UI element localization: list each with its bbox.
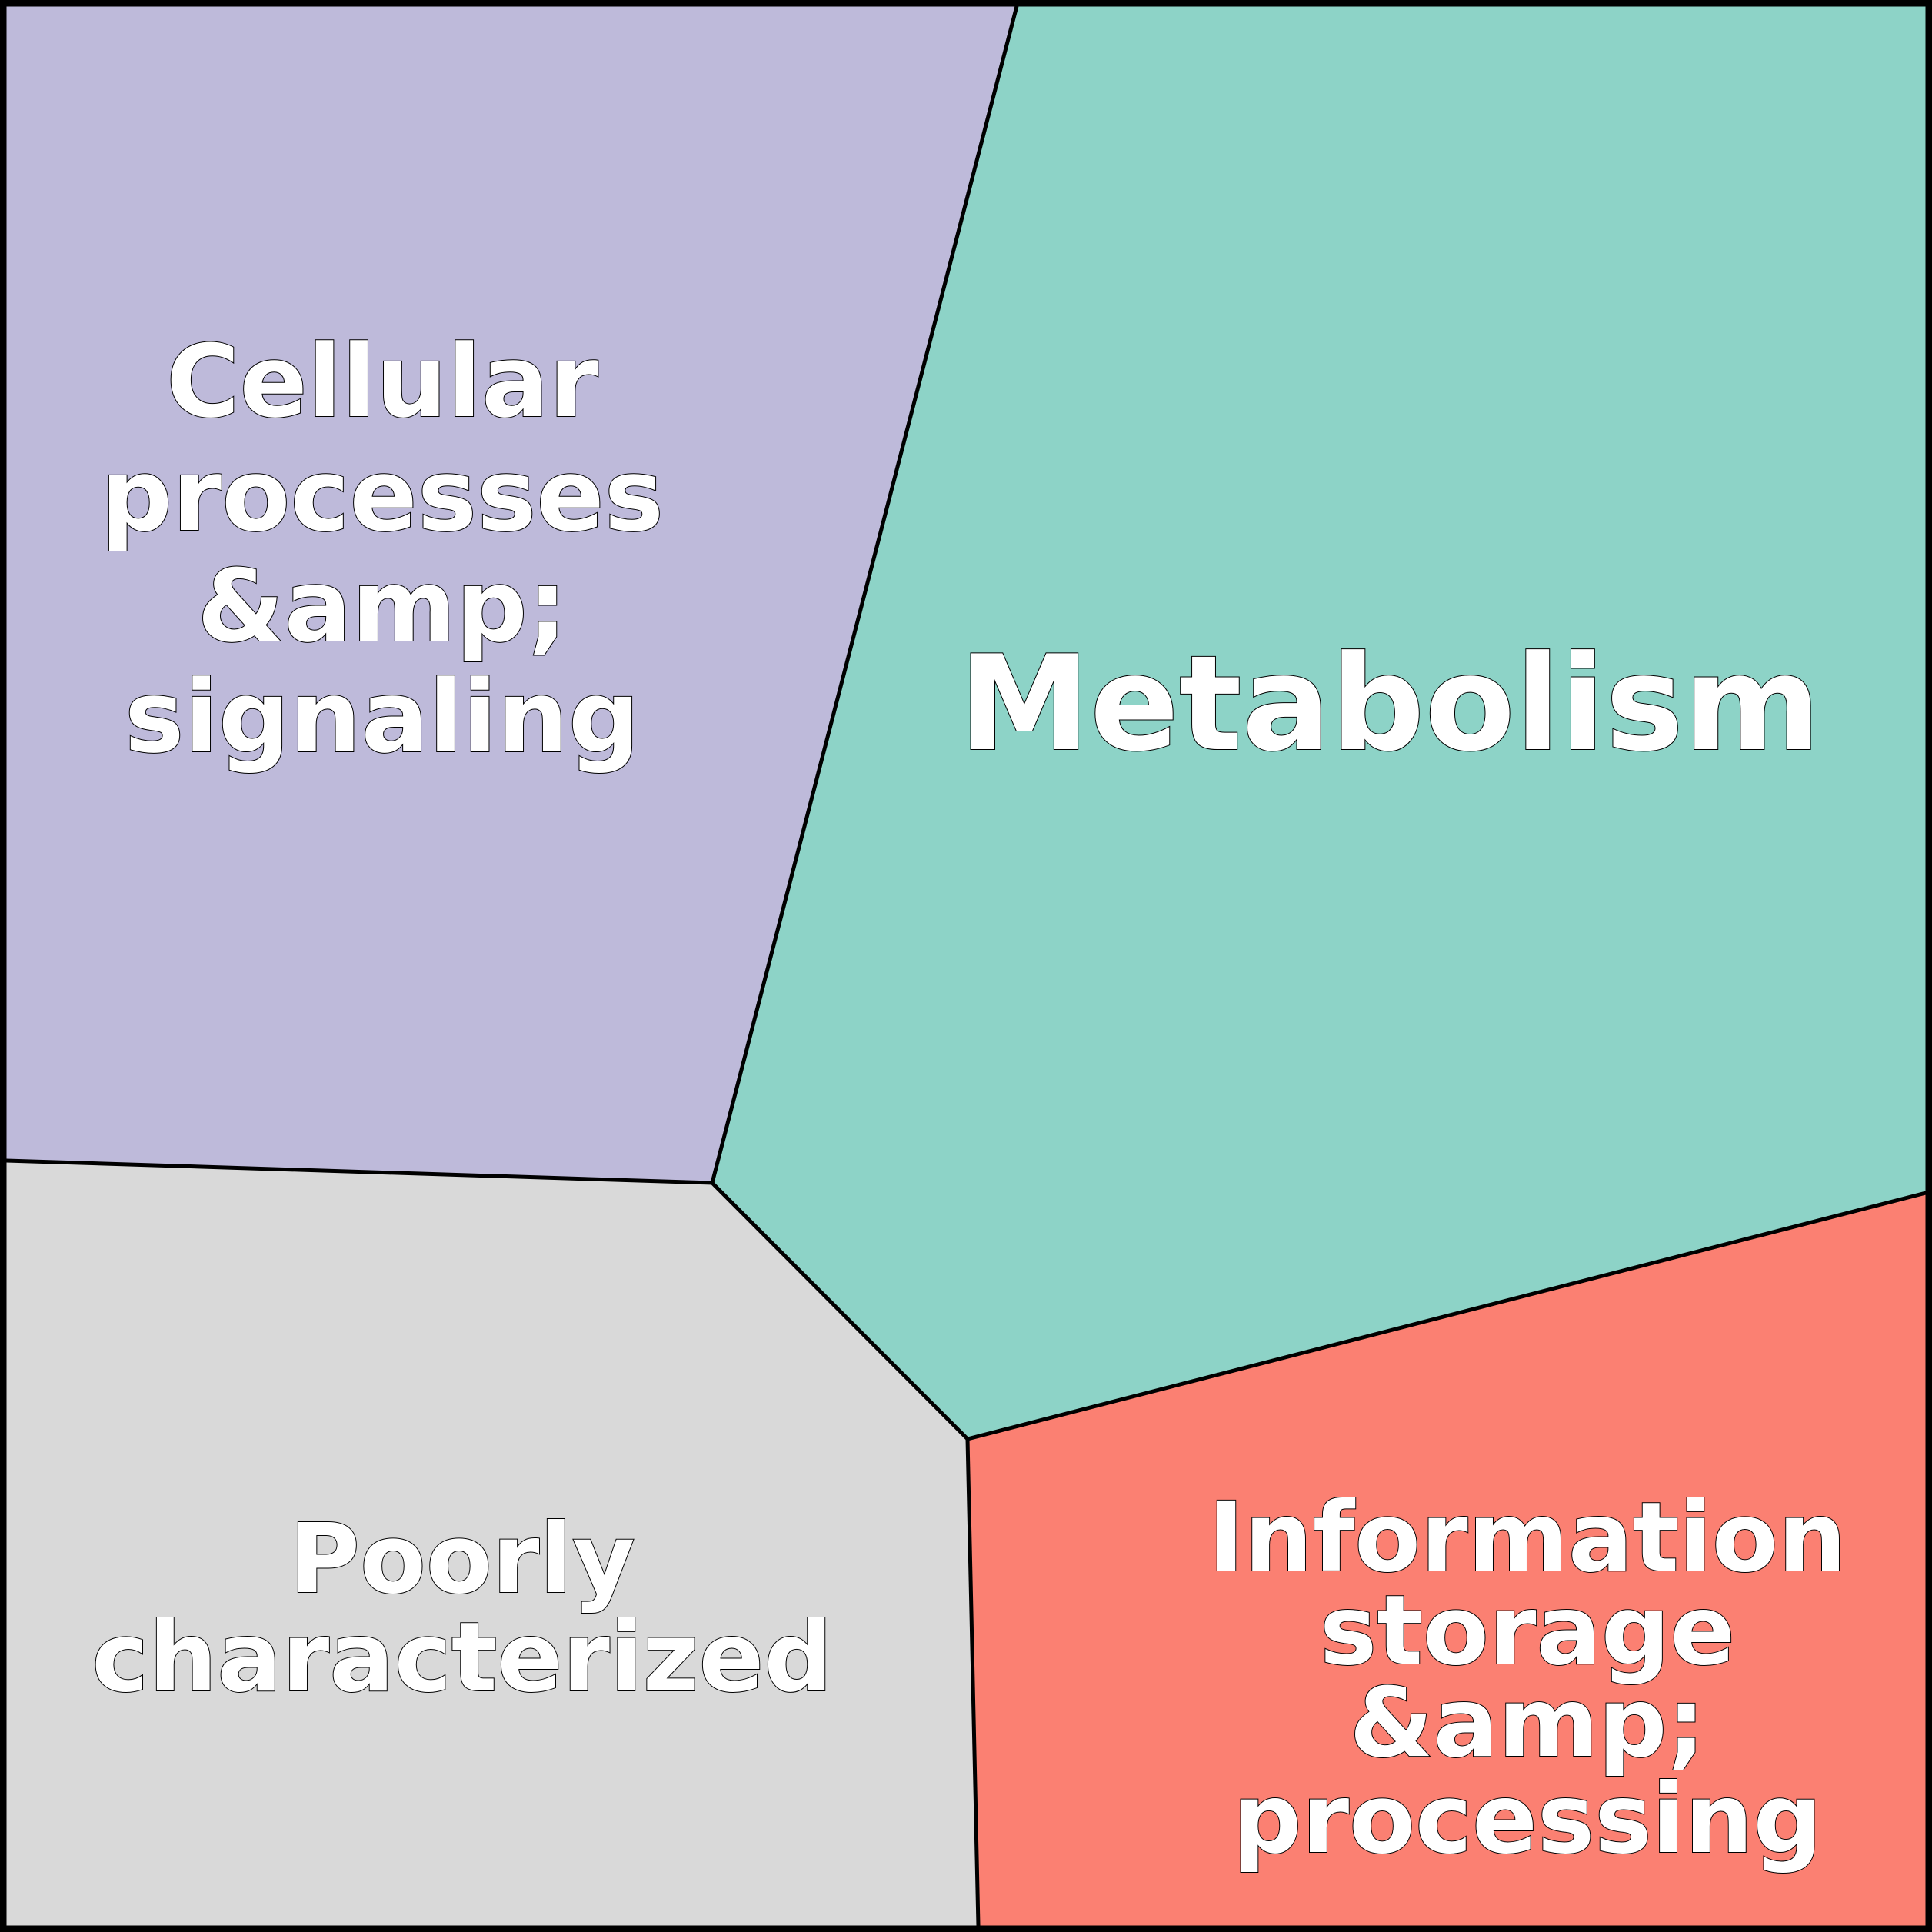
region-borders <box>5 5 1927 1927</box>
region-label: storage <box>1320 1575 1735 1687</box>
region-metabolism <box>712 6 1926 1439</box>
region-label: Metabolism <box>959 628 1820 781</box>
region-label: processes <box>101 437 664 554</box>
region-label: Information <box>1208 1482 1846 1594</box>
region-label: Poorly <box>289 1504 635 1615</box>
region-label: &amp; <box>197 548 568 665</box>
region-label: Cellular <box>166 323 598 440</box>
region-label: &amp; <box>1349 1667 1705 1779</box>
region-label: signaling <box>125 658 640 775</box>
region-label: processing <box>1233 1764 1822 1875</box>
region-label: characterized <box>92 1602 833 1714</box>
region-poorly <box>6 1161 978 1926</box>
region-cellular <box>6 6 1017 1183</box>
region-information <box>968 1193 1926 1926</box>
